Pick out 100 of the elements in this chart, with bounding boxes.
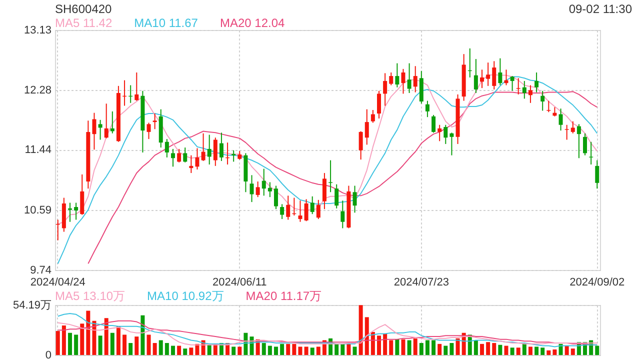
candlestick bbox=[383, 72, 388, 106]
candlestick bbox=[92, 112, 96, 150]
candlestick bbox=[286, 195, 290, 220]
bar bbox=[425, 340, 430, 355]
bar bbox=[432, 340, 436, 355]
candlestick bbox=[516, 78, 520, 95]
bar bbox=[552, 349, 557, 355]
bar bbox=[177, 346, 182, 355]
candlestick bbox=[352, 185, 357, 214]
candlestick bbox=[583, 132, 588, 156]
candlestick bbox=[183, 147, 188, 163]
bar bbox=[558, 344, 563, 355]
candlestick bbox=[480, 69, 484, 89]
candlestick bbox=[576, 124, 581, 159]
bar bbox=[444, 346, 448, 355]
candlestick bbox=[450, 132, 454, 156]
candlestick bbox=[358, 130, 363, 160]
candlestick bbox=[522, 80, 526, 100]
x-tick-label: 2024/04/24 bbox=[30, 276, 86, 288]
candlestick bbox=[134, 72, 139, 102]
candlestick bbox=[310, 196, 314, 215]
candlestick bbox=[256, 181, 260, 198]
candlestick bbox=[68, 202, 72, 222]
bar bbox=[492, 343, 496, 355]
candlestick bbox=[432, 114, 436, 134]
series-label: MA5 13.10万 bbox=[55, 289, 126, 303]
bar bbox=[292, 344, 296, 355]
bar bbox=[419, 343, 424, 355]
y-tick-label: 11.44 bbox=[24, 144, 52, 156]
candlestick bbox=[80, 174, 84, 216]
bar bbox=[158, 340, 163, 355]
candlestick bbox=[540, 90, 545, 112]
bar bbox=[480, 344, 484, 355]
candlestick bbox=[389, 72, 394, 86]
candlestick bbox=[328, 160, 333, 193]
y-tick-label: 10.59 bbox=[24, 204, 52, 216]
bar bbox=[298, 346, 302, 355]
y-tick-label: 13.13 bbox=[24, 24, 52, 36]
bar bbox=[316, 346, 320, 355]
candlestick bbox=[268, 182, 272, 198]
candlestick bbox=[74, 202, 78, 220]
bar bbox=[516, 348, 520, 355]
bar bbox=[164, 343, 169, 355]
bar bbox=[358, 305, 363, 355]
candlestick bbox=[474, 58, 478, 94]
bar bbox=[140, 315, 145, 355]
text: 09-02 11:30 bbox=[568, 2, 632, 16]
bar bbox=[128, 343, 133, 355]
bar bbox=[364, 317, 369, 355]
text: MA5 11.42 bbox=[55, 16, 112, 30]
bar bbox=[62, 325, 66, 355]
candlestick bbox=[304, 198, 308, 222]
bar bbox=[370, 332, 375, 355]
candlestick bbox=[444, 124, 448, 144]
bar bbox=[268, 346, 272, 355]
candlestick bbox=[201, 132, 206, 162]
bar bbox=[304, 346, 308, 355]
bar bbox=[86, 310, 90, 355]
bar bbox=[98, 336, 102, 355]
bar bbox=[395, 339, 400, 355]
candlestick bbox=[510, 76, 514, 92]
candlestick bbox=[213, 137, 218, 166]
candlestick bbox=[370, 110, 375, 124]
candlestick bbox=[207, 134, 212, 166]
bar bbox=[346, 344, 351, 355]
y-tick-label: 54.19万 bbox=[12, 300, 52, 312]
bar bbox=[92, 320, 96, 355]
bar bbox=[340, 344, 345, 355]
bar bbox=[389, 340, 394, 355]
bar bbox=[595, 346, 600, 355]
candlestick bbox=[395, 62, 400, 88]
text: MA10 10.92万 bbox=[147, 289, 224, 303]
candlestick bbox=[104, 103, 108, 139]
bar bbox=[80, 324, 84, 355]
bar bbox=[334, 344, 339, 355]
x-tick-label: 2024/07/23 bbox=[394, 276, 449, 288]
candlestick bbox=[528, 84, 532, 104]
bar bbox=[564, 346, 569, 355]
bar bbox=[207, 344, 212, 355]
bar bbox=[438, 344, 442, 355]
candlestick bbox=[413, 66, 418, 93]
candlestick bbox=[558, 108, 563, 132]
bar bbox=[528, 346, 532, 355]
chart-title: SH600420 bbox=[55, 2, 112, 16]
bar bbox=[122, 334, 127, 355]
candlestick bbox=[98, 119, 102, 140]
bar bbox=[570, 348, 575, 355]
candlestick bbox=[280, 204, 284, 220]
bar bbox=[195, 344, 200, 355]
x-tick-label: 2024/09/02 bbox=[570, 276, 625, 288]
bar bbox=[116, 326, 120, 355]
candlestick bbox=[564, 124, 569, 140]
bar bbox=[152, 343, 157, 355]
y-tick-label: 0 bbox=[45, 350, 52, 360]
candlestick bbox=[364, 108, 369, 146]
text: MA20 12.04 bbox=[220, 16, 285, 30]
bar bbox=[134, 336, 139, 355]
text: MA20 11.17万 bbox=[246, 289, 322, 303]
bar bbox=[534, 346, 539, 355]
candlestick bbox=[232, 150, 236, 162]
